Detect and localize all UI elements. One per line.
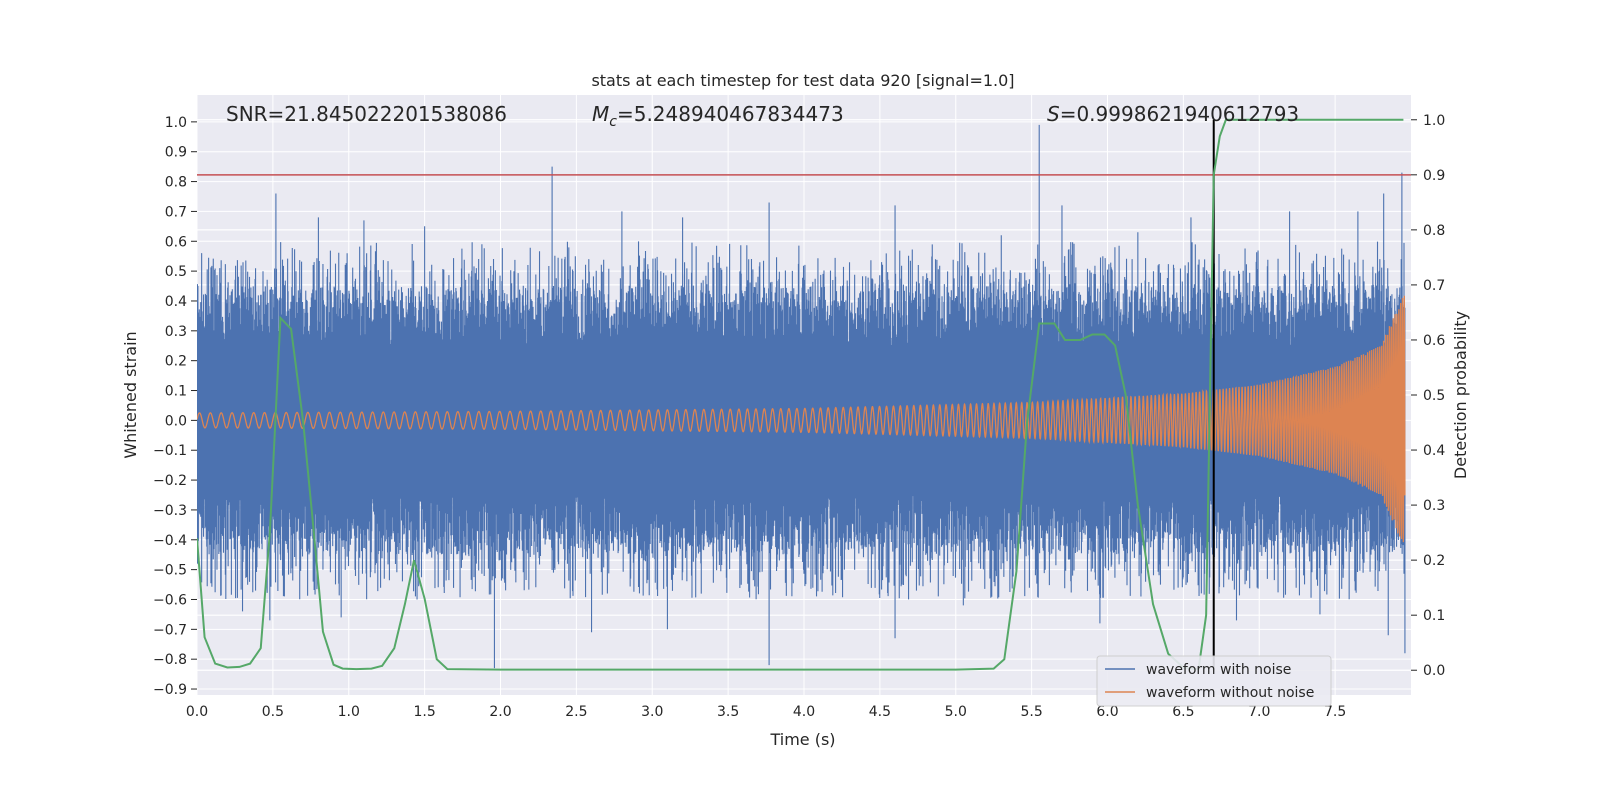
y2-tick-label: 0.0 [1423, 663, 1445, 679]
x-tick-label: 5.5 [1020, 704, 1042, 720]
y-tick-label: 0.6 [165, 234, 187, 250]
y-tick-label: −0.9 [153, 682, 187, 698]
chirp-mass-symbol: M [592, 102, 609, 126]
y-tick-label: −0.2 [153, 473, 187, 489]
x-tick-label: 7.0 [1248, 704, 1270, 720]
y2-tick-label: 1.0 [1423, 113, 1445, 129]
y2-tick-label: 0.8 [1423, 223, 1445, 239]
y-tick-label: 0.3 [165, 324, 187, 340]
y-tick-label: −0.7 [153, 622, 187, 638]
clean-waveform-line [197, 295, 1406, 543]
statistic-value: =0.9998621940612793 [1060, 102, 1299, 126]
legend: waveform with noise waveform without noi… [1096, 655, 1332, 707]
statistic-annotation: S=0.9998621940612793 [1047, 102, 1299, 126]
y-tick-label: 0.7 [165, 204, 187, 220]
x-tick-label: 0.5 [262, 704, 284, 720]
statistic-symbol: S [1047, 102, 1060, 126]
x-tick-label: 5.0 [945, 704, 967, 720]
x-tick-label: 4.0 [793, 704, 815, 720]
y-axis-ticks: 1.0 0.9 0.8 0.7 0.6 0.5 0.4 0.3 0.2 0.1 0.0 −0.1 −0.… [153, 115, 197, 698]
chirp-mass-annotation: Mc=5.248940467834473 [592, 102, 844, 130]
y-tick-label: 0.2 [165, 354, 187, 370]
x-axis-label: Time (s) [769, 730, 835, 749]
y-tick-label: −0.1 [153, 443, 187, 459]
x-tick-label: 6.0 [1096, 704, 1118, 720]
y-tick-label: 0.4 [165, 294, 187, 310]
y2-tick-label: 0.6 [1423, 333, 1445, 349]
x-tick-label: 2.5 [565, 704, 587, 720]
y-axis-label: Whitened strain [121, 331, 140, 458]
y-tick-label: −0.8 [153, 652, 187, 668]
x-tick-label: 6.5 [1172, 704, 1194, 720]
chirp-mass-subscript: c [609, 114, 617, 130]
y-tick-label: 0.9 [165, 145, 187, 161]
legend-box [1096, 655, 1332, 707]
y2-tick-label: 0.2 [1423, 553, 1445, 569]
y2-tick-label: 0.3 [1423, 498, 1445, 514]
y-tick-label: 0.1 [165, 384, 187, 400]
y2-tick-label: 0.1 [1423, 608, 1445, 624]
y-tick-label: 0.8 [165, 175, 187, 191]
y-tick-label: −0.6 [153, 592, 187, 608]
x-tick-label: 1.0 [338, 704, 360, 720]
y2-tick-label: 0.4 [1423, 443, 1445, 459]
y2-tick-label: 0.5 [1423, 388, 1445, 404]
x-tick-label: 2.0 [489, 704, 511, 720]
snr-annotation: SNR=21.845022201538086 [226, 102, 507, 126]
legend-label-waveform-without-noise: waveform without noise [1146, 685, 1314, 701]
y-tick-label: −0.4 [153, 533, 187, 549]
x-tick-label: 4.5 [869, 704, 891, 720]
y2-axis-label: Detection probability [1451, 311, 1470, 479]
y-tick-label: 1.0 [165, 115, 187, 131]
y-tick-label: −0.5 [153, 563, 187, 579]
series-waveform-without-noise [197, 295, 1406, 543]
chart-title: stats at each timestep for test data 920… [591, 71, 1014, 90]
y-tick-label: 0.0 [165, 413, 187, 429]
x-axis-ticks: 0.0 0.5 1.0 1.5 2.0 2.5 3.0 3.5 4.0 4.5 5.0 5.5 6.0 6… [186, 704, 1346, 720]
y-tick-label: 0.5 [165, 264, 187, 280]
x-tick-label: 1.5 [413, 704, 435, 720]
y2-tick-label: 0.9 [1423, 168, 1445, 184]
x-tick-label: 3.5 [717, 704, 739, 720]
chirp-mass-value: =5.248940467834473 [617, 102, 844, 126]
x-tick-label: 7.5 [1324, 704, 1346, 720]
legend-label-waveform-with-noise: waveform with noise [1146, 662, 1291, 678]
y-tick-label: −0.3 [153, 503, 187, 519]
x-tick-label: 0.0 [186, 704, 208, 720]
y2-tick-label: 0.7 [1423, 278, 1445, 294]
x-tick-label: 3.0 [641, 704, 663, 720]
y2-axis-ticks: 1.0 0.9 0.8 0.7 0.6 0.5 0.4 0.3 0.2 0.1 0.0 [1411, 113, 1445, 679]
